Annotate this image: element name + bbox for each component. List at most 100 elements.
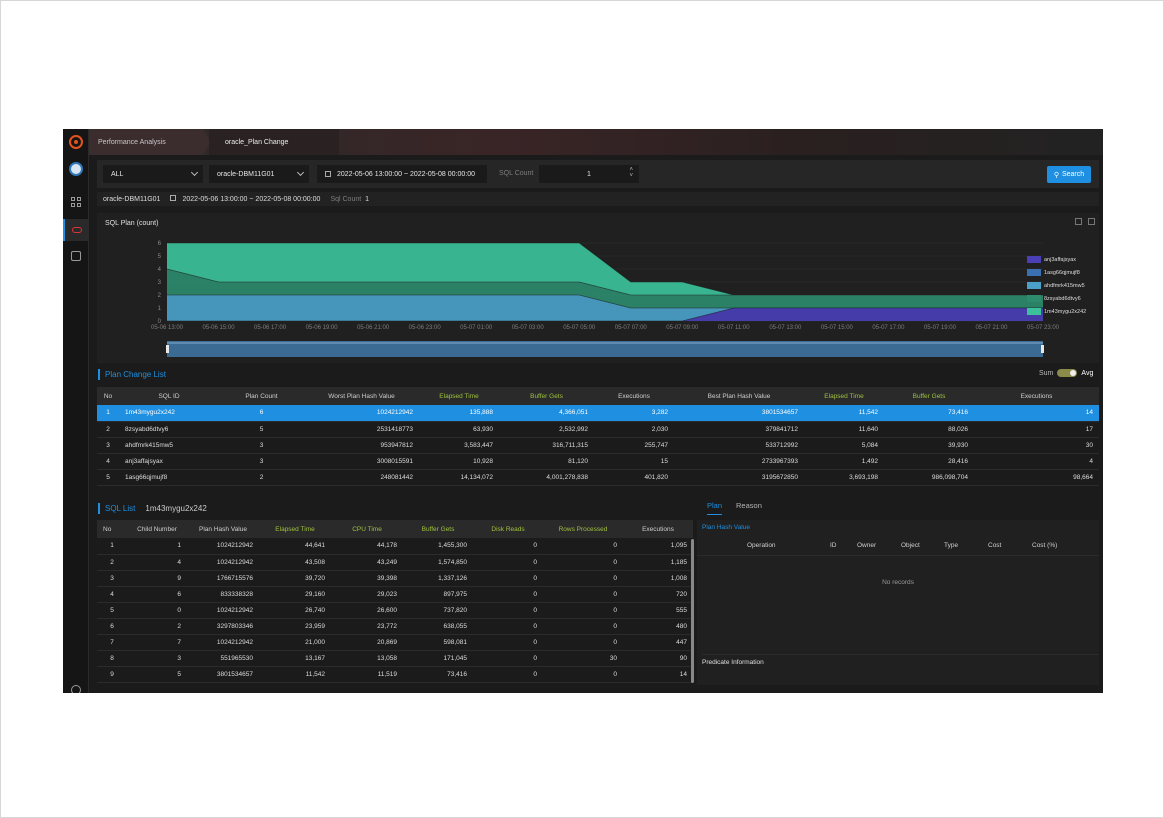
tab-plan[interactable]: Plan — [707, 501, 723, 515]
legend-item[interactable]: anj3affajsyax — [1027, 253, 1086, 266]
table-cell: 17 — [974, 421, 1099, 438]
search-button[interactable]: ⚲ Search — [1047, 166, 1091, 183]
tab-reason[interactable]: Reason — [736, 501, 762, 510]
table-cell: 986,098,704 — [884, 469, 974, 486]
table-cell: 3 — [219, 453, 304, 470]
x-tick-label: 05-07 01:00 — [460, 325, 493, 331]
column-header[interactable]: SQL ID — [158, 392, 180, 400]
table-cell: 0 — [543, 602, 623, 619]
table-row[interactable]: 7 7 1024212942 21,000 20,869 598,081 0 0 447 — [97, 634, 693, 651]
column-header[interactable]: Plan Hash Value — [199, 525, 247, 533]
legend-label: 1asg66qjmujf8 — [1044, 269, 1080, 276]
table-row[interactable]: 4 6 833338328 29,160 29,023 897,975 0 0 720 — [97, 586, 693, 603]
calendar-icon — [325, 171, 331, 177]
x-tick-label: 05-06 21:00 — [357, 325, 390, 331]
table-cell: 3008015591 — [304, 453, 419, 470]
stepper-arrows-icon[interactable]: ˄ ˅ — [629, 167, 633, 179]
table-row[interactable]: 4 anj3affajsyax 3 3008015591 10,928 81,120 15 2… — [97, 453, 1099, 470]
table-cell: 9 — [97, 666, 127, 683]
table-cell: 897,975 — [403, 586, 473, 603]
column-header[interactable]: Elapsed Time — [824, 392, 864, 400]
expand-icon[interactable] — [1075, 218, 1082, 225]
table-cell: 0 — [543, 586, 623, 603]
table-cell: 0 — [473, 666, 543, 683]
table-cell: 0 — [473, 618, 543, 635]
legend-item[interactable]: 1m43mygu2x242 — [1027, 305, 1086, 318]
table-row[interactable]: 6 2 3297803346 23,959 23,772 638,055 0 0 480 — [97, 618, 693, 635]
date-range-picker[interactable]: 2022-05-06 13:00:00 ~ 2022-05-08 00:00:0… — [317, 165, 487, 183]
table-row[interactable]: 8 3 551965530 13,167 13,058 171,045 0 30 90 — [97, 650, 693, 667]
table-cell: 1,455,300 — [403, 538, 473, 555]
table-cell: 20,869 — [331, 634, 403, 651]
x-tick-label: 05-07 11:00 — [718, 325, 750, 331]
table-cell: 1,185 — [623, 554, 693, 571]
table-row[interactable]: 5 0 1024212942 26,740 26,600 737,820 0 0 555 — [97, 602, 693, 619]
column-header[interactable]: Elapsed Time — [439, 392, 479, 400]
table-cell: 14 — [623, 666, 693, 683]
plan-tabs: Plan Reason — [697, 501, 1099, 515]
column-header[interactable]: Worst Plan Hash Value — [328, 392, 395, 400]
y-tick-label: 3 — [158, 280, 162, 286]
table-row[interactable]: 1 1m43mygu2x242 6 1024212942 135,888 4,366,05… — [97, 405, 1099, 422]
table-row[interactable]: 2 8zsyabd6dtvy6 5 2531418773 63,930 2,532,992… — [97, 421, 1099, 438]
column-header[interactable]: Buffer Gets — [530, 392, 563, 400]
table-cell: 401,820 — [594, 469, 674, 486]
x-tick-label: 05-07 15:00 — [821, 325, 854, 331]
query-info-line: oracle-DBM11G01 2022-05-06 13:00:00 ~ 20… — [97, 192, 1099, 206]
dashboard-grid-icon[interactable] — [63, 191, 89, 213]
column-header[interactable]: Executions — [642, 525, 674, 533]
breadcrumb-performance-analysis[interactable]: Performance Analysis — [89, 129, 209, 155]
filter-bar: ALL oracle-DBM11G01 2022-05-06 13:00:00 … — [97, 160, 1099, 188]
sum-avg-toggle[interactable]: Sum Avg — [1039, 369, 1093, 377]
table-row[interactable]: 9 5 3801534657 11,542 11,519 73,416 0 0 14 — [97, 666, 693, 683]
sql-list-scrollbar[interactable] — [691, 539, 694, 683]
table-cell: 11,542 — [804, 405, 884, 422]
table-row[interactable]: 1 1 1024212942 44,641 44,178 1,455,300 0 0 1,095 — [97, 538, 693, 555]
table-row[interactable]: 5 1asg66qjmujf8 2 248081442 14,134,072 4,001,… — [97, 469, 1099, 486]
table-row[interactable]: 2 4 1024212942 43,508 43,249 1,574,850 0 0 1,185 — [97, 554, 693, 571]
column-header[interactable]: Executions — [618, 392, 650, 400]
robot-icon[interactable] — [63, 245, 89, 267]
settings-gear-icon[interactable] — [63, 679, 89, 693]
column-header[interactable]: Plan Count — [245, 392, 278, 400]
maximize-icon[interactable] — [1088, 218, 1095, 225]
column-header[interactable]: No — [103, 392, 113, 400]
column-header[interactable]: Executions — [1020, 392, 1053, 400]
column-header[interactable]: CPU Time — [352, 525, 382, 533]
table-cell: 3801534657 — [187, 666, 259, 683]
legend-item[interactable]: 8zsyabd6dtvy6 — [1027, 292, 1086, 305]
legend-item[interactable]: 1asg66qjmujf8 — [1027, 266, 1086, 279]
column-header[interactable]: No — [103, 525, 112, 533]
table-cell: 720 — [623, 586, 693, 603]
calendar-icon — [170, 195, 177, 201]
column-header[interactable]: Child Number — [137, 525, 177, 533]
toggle-switch[interactable] — [1057, 369, 1078, 377]
table-cell: 98,664 — [974, 469, 1099, 486]
column-header[interactable]: Buffer Gets — [421, 525, 455, 533]
table-cell: 4,366,051 — [499, 405, 594, 422]
legend-swatch — [1027, 295, 1041, 302]
instance-select[interactable]: oracle-DBM11G01 — [209, 165, 309, 183]
table-row[interactable]: 3 9 1766715576 39,720 39,398 1,337,126 0 0 1,008 — [97, 570, 693, 587]
table-cell: 5 — [97, 469, 119, 486]
column-header[interactable]: Rows Processed — [558, 525, 608, 533]
table-row[interactable]: 3 ahdfmrk415mw5 3 953947812 3,583,447 316,711… — [97, 437, 1099, 454]
database-icon[interactable] — [63, 158, 89, 180]
column-header[interactable]: Disk Reads — [491, 525, 525, 533]
sql-count-stepper[interactable]: 1 ˄ ˅ — [539, 165, 639, 183]
oracle-icon[interactable] — [63, 219, 89, 241]
top-bar: Performance Analysis oracle_Plan Change — [89, 129, 1103, 155]
table-cell: ahdfmrk415mw5 — [119, 437, 219, 454]
column-header[interactable]: Elapsed Time — [275, 525, 315, 533]
table-cell: 26,600 — [331, 602, 403, 619]
plan-change-header-row: No SQL ID Plan Count Worst Plan Hash Value E… — [97, 387, 1099, 405]
column-header[interactable]: Buffer Gets — [912, 392, 946, 400]
x-tick-label: 05-06 13:00 — [151, 325, 184, 331]
legend-item[interactable]: ahdfmrk415mw5 — [1027, 279, 1086, 292]
table-cell: 1024212942 — [187, 602, 259, 619]
search-button-label: Search — [1061, 171, 1085, 178]
table-cell: 2,030 — [594, 421, 674, 438]
column-header[interactable]: Best Plan Hash Value — [707, 392, 771, 400]
logo-icon[interactable] — [63, 131, 89, 153]
category-select[interactable]: ALL — [103, 165, 203, 183]
